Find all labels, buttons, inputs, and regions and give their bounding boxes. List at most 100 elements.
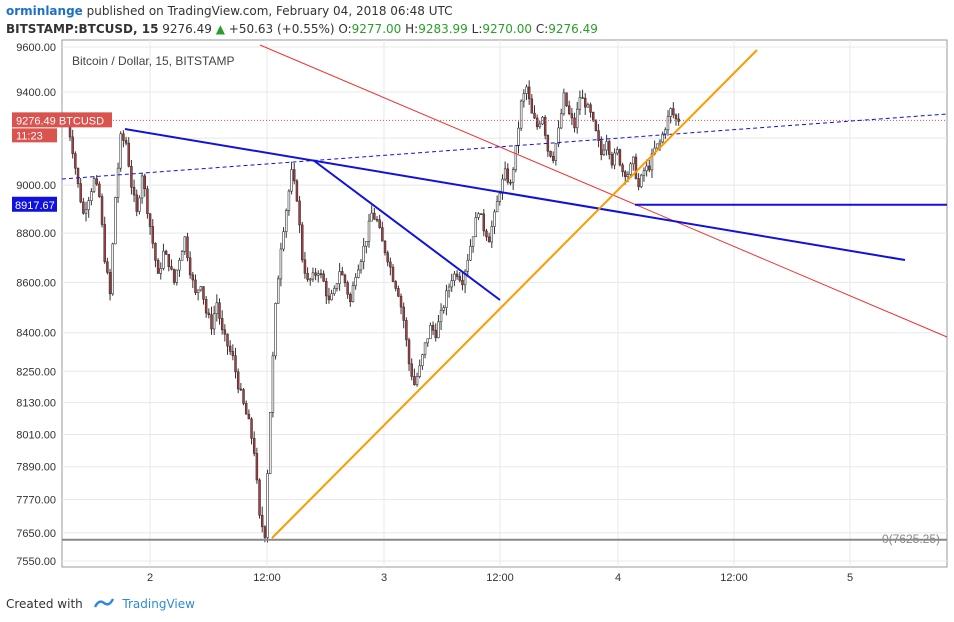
publisher-link[interactable]: orminlange — [6, 4, 83, 18]
x-tick-label: 12:00 — [253, 572, 281, 584]
candle-down — [250, 418, 253, 439]
candle-down — [487, 236, 491, 243]
candle-down — [413, 376, 416, 385]
candle-down — [263, 526, 267, 538]
candle-down — [610, 154, 614, 166]
candle-down — [482, 213, 486, 232]
candle-down — [82, 201, 85, 214]
candle-up — [656, 143, 659, 149]
high-value: 9283.99 — [418, 22, 468, 36]
candle-up — [175, 269, 179, 283]
candle-down — [343, 274, 347, 284]
candle-down — [431, 325, 435, 331]
candle-down — [533, 112, 536, 119]
candle-down — [135, 194, 138, 212]
candle-up — [453, 273, 456, 281]
candle-down — [565, 92, 568, 107]
candle-down — [186, 236, 189, 259]
candle-down — [618, 149, 622, 166]
candles — [66, 80, 680, 543]
candle-up — [503, 168, 507, 180]
close-label: C: — [535, 22, 549, 36]
candle-down — [394, 281, 397, 289]
candle-down — [349, 293, 352, 302]
candle-down — [581, 97, 584, 99]
candle-up — [330, 293, 333, 301]
candle-up — [658, 141, 662, 145]
candle-down — [373, 212, 376, 220]
fib-level-label: 0(7625.25) — [882, 532, 940, 546]
candle-down — [239, 388, 243, 391]
created-with-text: Created with — [6, 597, 83, 611]
candle-down — [608, 141, 611, 155]
x-tick-label: 12:00 — [486, 572, 514, 584]
close-value: 9276.49 — [548, 22, 598, 36]
candle-down — [148, 213, 152, 227]
last-price-badge — [12, 112, 112, 128]
support-badge — [12, 196, 57, 212]
candle-down — [108, 272, 112, 295]
candle-down — [594, 119, 598, 131]
candle-down — [549, 150, 552, 157]
candle-up — [418, 365, 421, 377]
blue-dashed-trend-line — [61, 113, 948, 180]
candle-up — [271, 355, 275, 413]
candle-up — [666, 116, 670, 131]
candle-down — [391, 266, 395, 282]
candle-up — [335, 283, 339, 289]
y-tick-label: 7550.00 — [16, 556, 56, 568]
candle-down — [106, 261, 109, 273]
candle-up — [111, 243, 114, 295]
candle-up — [605, 141, 608, 151]
candle-down — [293, 169, 296, 182]
x-tick-label: 12:00 — [720, 572, 748, 584]
candle-up — [119, 133, 122, 169]
candle-down — [624, 171, 627, 178]
candle-down — [527, 86, 531, 100]
candle-down — [124, 140, 128, 144]
candle-up — [199, 286, 203, 291]
candle-up — [616, 149, 619, 154]
x-axis: 2 12:00 3 12:00 4 12:00 5 — [147, 572, 853, 584]
y-tick-label: 9600.00 — [16, 42, 56, 54]
y-tick-label: 8400.00 — [16, 328, 56, 340]
candle-up — [445, 290, 448, 308]
candle-down — [407, 339, 411, 365]
candle-up — [279, 248, 283, 280]
candle-down — [551, 155, 555, 161]
high-label: H: — [405, 22, 419, 36]
candle-up — [276, 278, 280, 304]
candle-up — [282, 231, 285, 250]
candle-up — [554, 143, 558, 161]
candle-up — [140, 175, 144, 199]
candle-down — [677, 118, 680, 122]
candle-down — [383, 240, 387, 254]
open-value: 9277.00 — [351, 22, 402, 36]
candle-down — [327, 295, 331, 301]
candle-down — [455, 273, 459, 277]
candle-down — [234, 355, 237, 373]
candle-up — [519, 100, 523, 129]
drawings — [61, 44, 948, 541]
candle-up — [669, 108, 672, 117]
candle-up — [274, 303, 277, 357]
candle-up — [317, 273, 320, 276]
countdown-badge — [12, 128, 57, 143]
tradingview-link[interactable]: TradingView — [122, 597, 195, 611]
candle-down — [386, 252, 389, 263]
candle-down — [306, 273, 309, 280]
candle-up — [477, 213, 480, 218]
candle-down — [76, 167, 80, 184]
candle-up — [557, 127, 560, 145]
candle-up — [354, 277, 357, 287]
y-axis: 9600.009400.009200.009000.008800.008600.… — [16, 42, 56, 568]
y-tick-label: 8130.00 — [16, 398, 56, 410]
candle-up — [426, 338, 429, 344]
candle-up — [586, 104, 590, 108]
candle-up — [575, 108, 579, 129]
candle-up — [183, 236, 187, 252]
candle-down — [218, 302, 221, 319]
candle-down — [103, 224, 106, 263]
x-tick-label: 4 — [615, 572, 621, 584]
